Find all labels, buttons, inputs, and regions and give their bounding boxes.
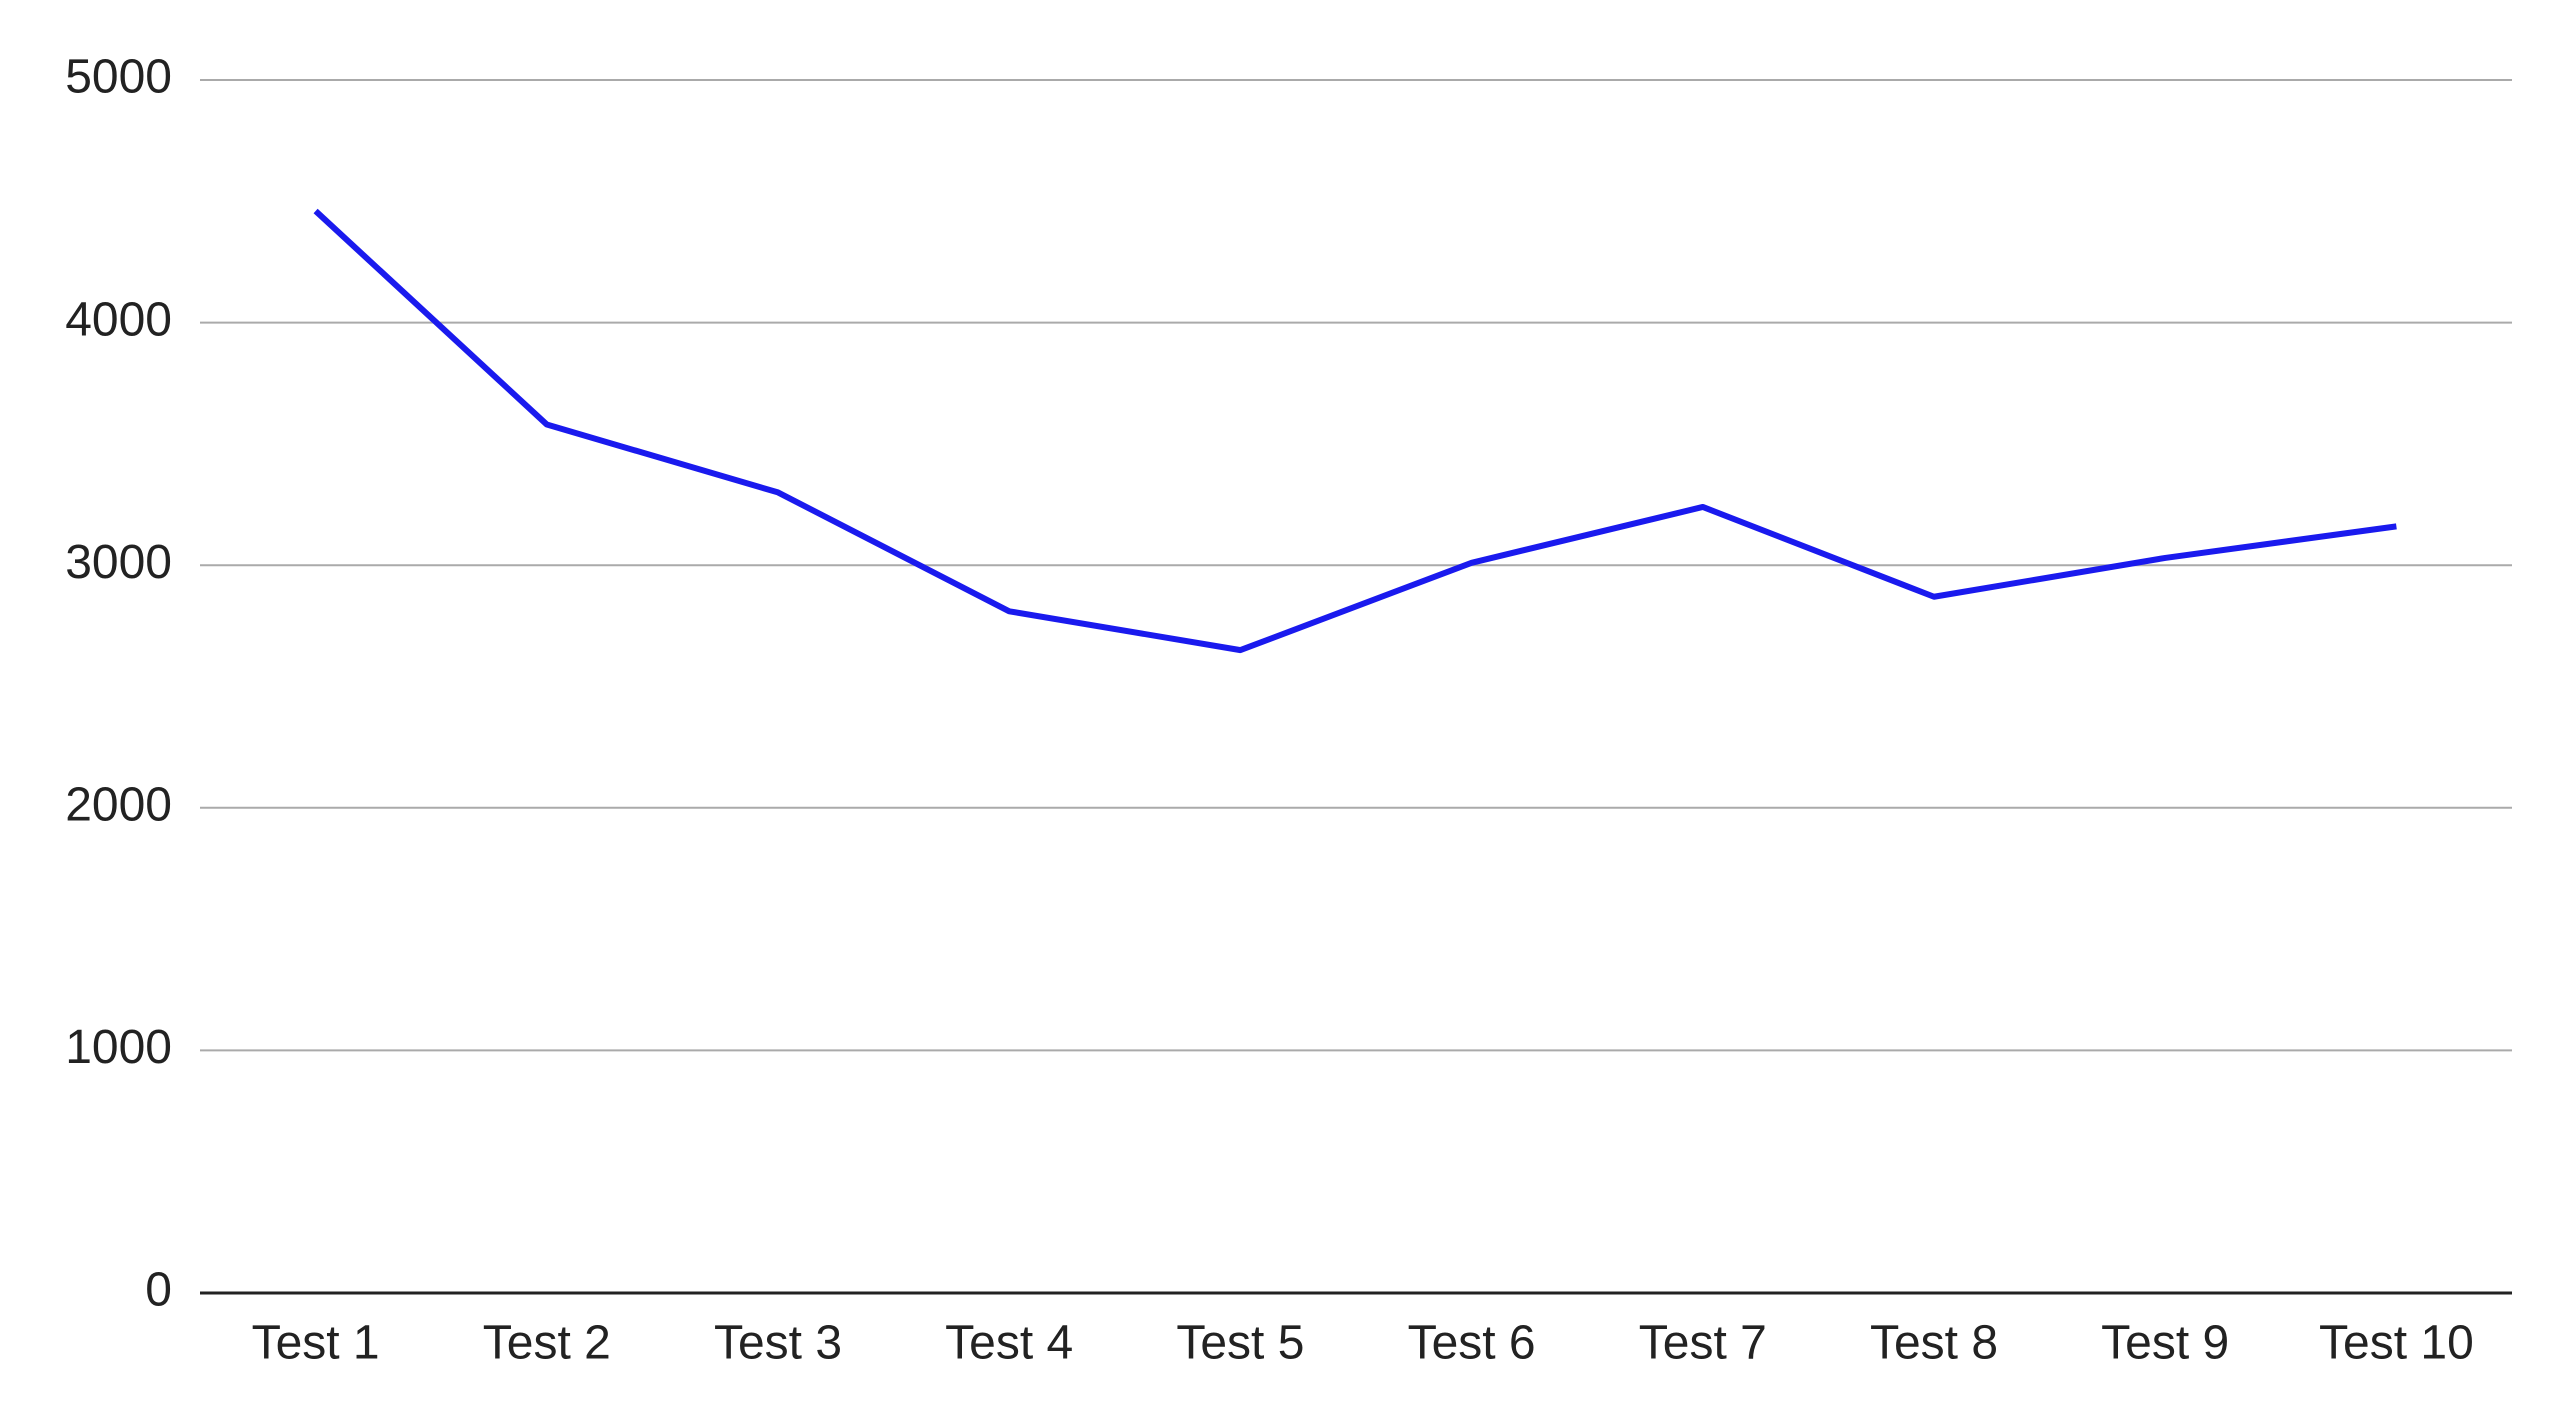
x-tick-label: Test 4 bbox=[945, 1317, 1073, 1370]
x-tick-label: Test 5 bbox=[1176, 1317, 1304, 1370]
x-tick-label: Test 7 bbox=[1639, 1317, 1767, 1370]
x-tick-label: Test 8 bbox=[1870, 1317, 1998, 1370]
y-tick-label: 4000 bbox=[65, 293, 172, 346]
y-tick-label: 3000 bbox=[65, 536, 172, 589]
x-tick-label: Test 2 bbox=[483, 1317, 611, 1370]
series-line bbox=[313, 208, 2397, 654]
y-tick-label: 1000 bbox=[65, 1021, 172, 1074]
x-tick-label: Test 1 bbox=[252, 1317, 380, 1370]
x-tick-label: Test 9 bbox=[2101, 1317, 2229, 1370]
x-tick-label: Test 10 bbox=[2319, 1317, 2474, 1370]
x-tick-label: Test 6 bbox=[1408, 1317, 1536, 1370]
x-tick-label: Test 3 bbox=[714, 1317, 842, 1370]
y-tick-label: 5000 bbox=[65, 51, 172, 104]
y-tick-label: 2000 bbox=[65, 778, 172, 831]
y-tick-label: 0 bbox=[145, 1264, 172, 1317]
